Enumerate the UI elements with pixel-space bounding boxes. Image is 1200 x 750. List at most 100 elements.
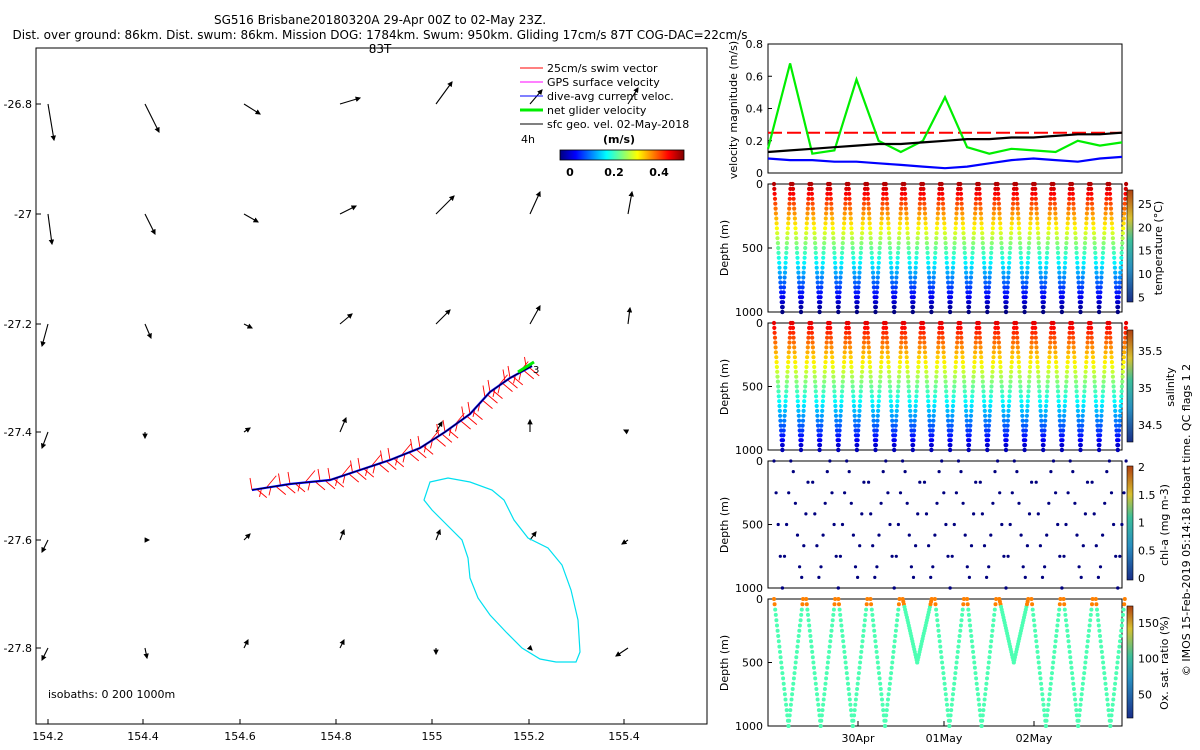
profile-sample bbox=[1043, 413, 1048, 418]
profile-sample bbox=[937, 330, 942, 335]
profile-sample bbox=[1036, 660, 1041, 665]
profile-sample bbox=[795, 533, 800, 537]
profile-sample bbox=[916, 355, 922, 360]
profile-sample bbox=[1112, 403, 1117, 409]
profile-sample bbox=[791, 201, 797, 206]
profile-sample bbox=[1040, 305, 1045, 310]
profile-sample bbox=[1027, 379, 1032, 384]
velocity-series-3 bbox=[767, 155, 1123, 170]
profile-sample bbox=[1095, 418, 1100, 423]
profile-sample bbox=[1073, 241, 1079, 246]
profile-sample bbox=[836, 597, 841, 601]
profile-sample bbox=[888, 260, 894, 265]
profile-sample bbox=[1100, 389, 1106, 394]
profile-sample bbox=[804, 364, 809, 370]
surface-velocity-arrow bbox=[243, 103, 261, 115]
profile-sample bbox=[856, 676, 861, 681]
profile-sample bbox=[1122, 491, 1126, 495]
profile-sample bbox=[1010, 206, 1015, 211]
profile-sample bbox=[1020, 285, 1026, 290]
profile-sample bbox=[914, 394, 919, 399]
profile-sample bbox=[1071, 335, 1076, 340]
profile-sample bbox=[879, 221, 884, 226]
profile-sample bbox=[1103, 345, 1108, 350]
profile-sample bbox=[832, 250, 837, 255]
profile-sample bbox=[1002, 428, 1007, 433]
profile-sample bbox=[1122, 211, 1127, 216]
profile-sample bbox=[949, 423, 954, 428]
profile-sample bbox=[810, 335, 815, 340]
profile-sample bbox=[1124, 320, 1129, 326]
profile-sample bbox=[955, 340, 960, 345]
swim-vector-arrow bbox=[467, 401, 471, 415]
profile-sample bbox=[802, 544, 806, 548]
section-y-tick-label: 1000 bbox=[735, 720, 763, 733]
profile-sample bbox=[1017, 369, 1022, 374]
profile-sample bbox=[794, 655, 799, 660]
profile-sample bbox=[990, 231, 995, 236]
profile-sample bbox=[772, 191, 777, 196]
profile-sample bbox=[917, 350, 922, 355]
profile-sample bbox=[951, 692, 955, 697]
profile-sample bbox=[1120, 618, 1125, 623]
profile-sample bbox=[1021, 438, 1026, 443]
profile-sample bbox=[1003, 305, 1008, 310]
profile-sample bbox=[987, 418, 992, 423]
profile-sample bbox=[1034, 345, 1039, 350]
profile-sample bbox=[860, 231, 865, 236]
profile-sample bbox=[890, 428, 896, 433]
profile-sample bbox=[904, 221, 910, 226]
profile-sample bbox=[979, 718, 983, 723]
temperature-colorbar-label: temperature (°C) bbox=[1152, 201, 1165, 295]
profile-sample bbox=[942, 221, 947, 226]
profile-sample bbox=[817, 305, 822, 310]
profile-sample bbox=[1042, 713, 1047, 718]
profile-sample bbox=[891, 649, 896, 654]
profile-sample bbox=[1101, 533, 1105, 537]
profile-sample bbox=[914, 544, 918, 548]
profile-sample bbox=[1062, 413, 1067, 418]
profile-sample bbox=[989, 639, 994, 644]
profile-sample bbox=[891, 443, 897, 448]
profile-sample bbox=[785, 231, 790, 236]
profile-sample bbox=[868, 364, 873, 370]
profile-sample bbox=[990, 226, 995, 231]
profile-sample bbox=[965, 433, 970, 438]
profile-sample bbox=[1102, 360, 1107, 365]
profile-sample bbox=[983, 413, 988, 418]
profile-sample bbox=[973, 350, 978, 355]
profile-sample bbox=[1018, 389, 1023, 394]
profile-sample bbox=[1047, 206, 1053, 211]
oxygen-colorbar bbox=[1126, 605, 1134, 719]
profile-sample bbox=[806, 330, 811, 335]
velocity-y-tick-label: 0.8 bbox=[746, 38, 764, 51]
profile-sample bbox=[1077, 438, 1082, 443]
profile-sample bbox=[1039, 290, 1044, 295]
profile-sample bbox=[1080, 423, 1085, 428]
profile-sample bbox=[1082, 245, 1087, 251]
profile-sample bbox=[972, 360, 977, 365]
profile-sample bbox=[959, 618, 964, 623]
profile-sample bbox=[816, 433, 821, 438]
profile-sample bbox=[1098, 423, 1103, 428]
profile-sample bbox=[959, 345, 965, 350]
profile-sample bbox=[954, 350, 959, 355]
profile-sample bbox=[1070, 320, 1075, 326]
profile-sample bbox=[995, 320, 1000, 326]
profile-sample bbox=[1035, 355, 1040, 360]
profile-sample bbox=[1108, 206, 1114, 211]
profile-sample bbox=[785, 226, 791, 231]
profile-sample bbox=[988, 649, 992, 654]
swim-vector-arrow bbox=[259, 488, 262, 498]
profile-sample bbox=[1079, 697, 1084, 702]
profile-sample bbox=[926, 403, 931, 409]
profile-sample bbox=[1065, 360, 1070, 365]
colorbar-tick-label: 1 bbox=[1138, 517, 1145, 530]
profile-sample bbox=[841, 226, 846, 231]
profile-sample bbox=[871, 413, 876, 418]
profile-sample bbox=[891, 305, 897, 310]
profile-sample bbox=[924, 374, 929, 379]
profile-sample bbox=[995, 325, 1001, 330]
profile-sample bbox=[909, 295, 914, 300]
